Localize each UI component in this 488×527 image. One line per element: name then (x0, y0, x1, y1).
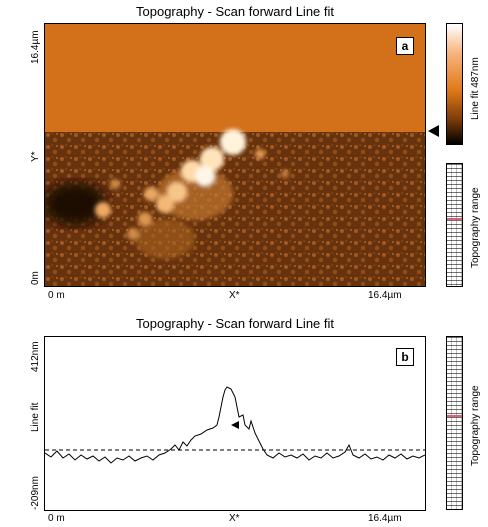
topography-range-slider-a[interactable] (446, 163, 463, 287)
panel-b-x-right-label: 16.4µm (368, 513, 402, 524)
panel-b-y-bottom-label: -209nm (30, 476, 41, 510)
range-marker-a[interactable] (447, 218, 462, 220)
panel-a-badge: a (396, 37, 414, 55)
dark-pit (45, 182, 107, 226)
topography-image[interactable]: a (44, 23, 426, 287)
height-profile-line (44, 386, 426, 464)
line-profile-plot[interactable]: b (44, 336, 426, 511)
line-profile-graphic (44, 386, 426, 464)
panel-b-range-label: Topography range (470, 385, 481, 466)
profile-cursor-arrow-icon[interactable] (231, 421, 239, 429)
topography-image-graphic (45, 24, 425, 286)
panel-b-badge: b (396, 348, 414, 366)
panel-b-y-axis-label: Line fit (30, 402, 41, 432)
panel-b-title: Topography - Scan forward Line fit (136, 316, 334, 331)
panel-a-range-label: Topography range (470, 187, 481, 268)
color-scale-label: Line fit 487nm (470, 57, 481, 120)
range-marker-b[interactable] (447, 415, 462, 417)
panel-a-x-left-label: 0 m (48, 290, 65, 301)
topography-range-slider-b[interactable] (446, 336, 463, 510)
panel-b-x-left-label: 0 m (48, 513, 65, 524)
flat-scan-region (45, 24, 425, 132)
color-scale-bar (446, 23, 463, 145)
panel-a-y-axis-label: Y* (30, 151, 41, 162)
scan-line-pointer-icon[interactable] (428, 125, 439, 137)
panel-a-x-axis-label: X* (229, 290, 240, 301)
panel-a-x-right-label: 16.4µm (368, 290, 402, 301)
panel-a-y-top-label: 16.4µm (30, 30, 41, 64)
panel-a-y-bottom-label: 0m (30, 271, 41, 285)
bright-particle-chain (95, 129, 289, 259)
panel-b-y-top-label: 412nm (30, 341, 41, 372)
panel-a-title: Topography - Scan forward Line fit (136, 4, 334, 19)
panel-b-x-axis-label: X* (229, 513, 240, 524)
